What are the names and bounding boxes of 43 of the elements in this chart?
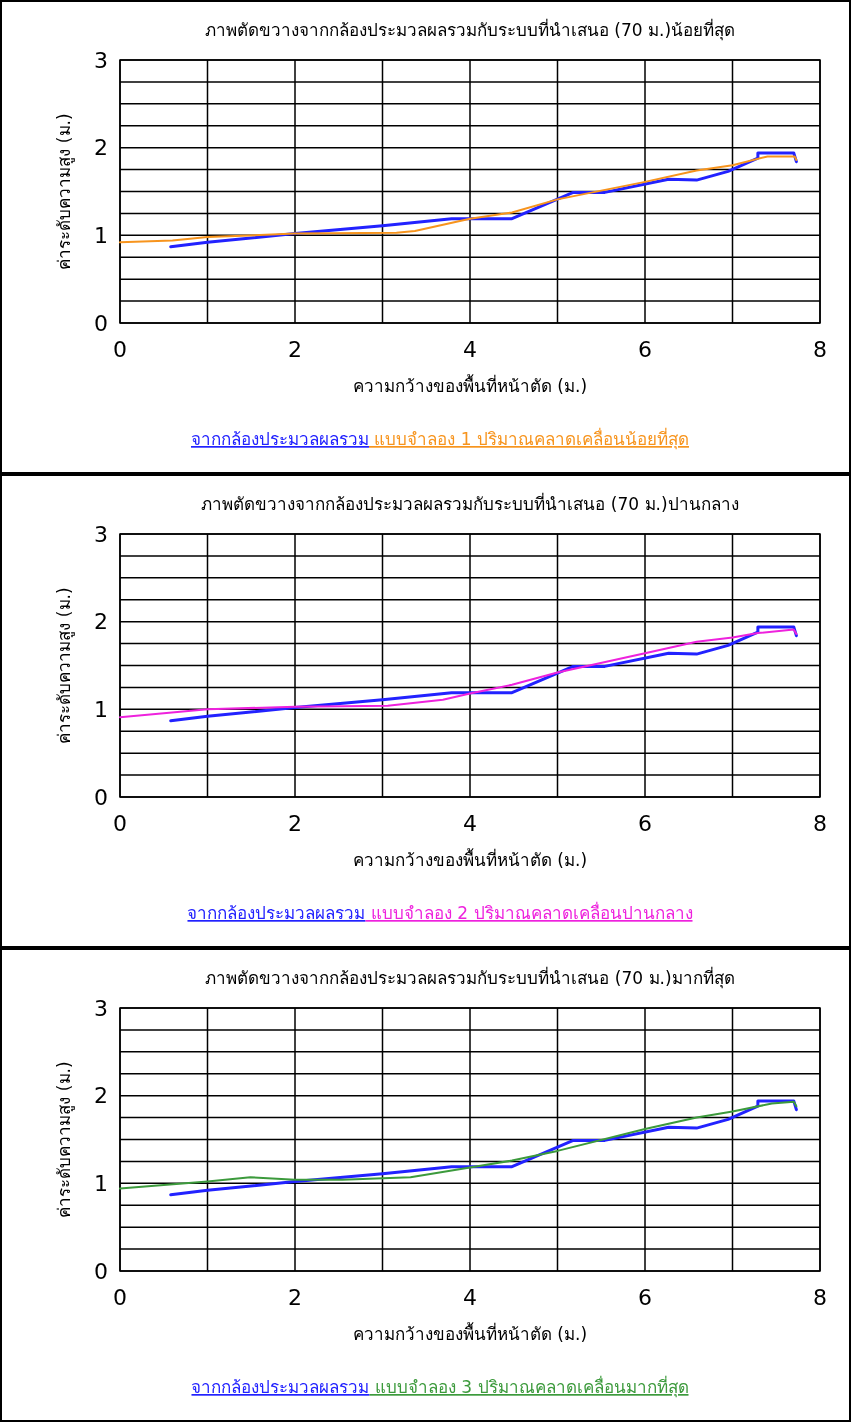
x-tick-label: 6 [638, 337, 652, 362]
y-tick-label: 3 [94, 995, 108, 1021]
x-tick-label: 8 [813, 337, 827, 362]
y-tick-label: 2 [94, 1083, 108, 1109]
y-tick-label: 1 [94, 1171, 108, 1197]
y-axis-title: ค่าระดับความสูง (ม.) [54, 113, 75, 270]
line-series [119, 155, 798, 244]
y-tick-label: 0 [94, 784, 108, 810]
x-tick-label: 8 [813, 811, 827, 836]
x-tick-label: 8 [813, 1285, 827, 1310]
x-axis-title: ความกว้างของพื้นที่หน้าตัด (ม.) [352, 848, 588, 870]
text: จากกล้องประมวลผลรวม [190, 429, 369, 449]
y-axis-title: ค่าระดับความสูง (ม.) [54, 1061, 75, 1218]
x-tick-label: 6 [638, 1285, 652, 1310]
x-tick-label: 0 [113, 1285, 127, 1310]
x-tick-label: 0 [113, 811, 127, 836]
text: แบบจำลอง 3 ปริมาณคลาดเคลื่อนมากที่สุด [369, 1375, 689, 1398]
x-axis-title: ความกว้างของพื้นที่หน้าตัด (ม.) [352, 374, 588, 396]
y-tick-label: 0 [94, 310, 108, 336]
x-tick-label: 4 [463, 1285, 477, 1310]
text: แบบจำลอง 2 ปริมาณคลาดเคลื่อนปานกลาง [365, 901, 693, 923]
text: จากกล้องประมวลผลรวม [191, 1377, 370, 1397]
chart-title: ภาพตัดขวางจากกล้องประมวลผลรวมกับระบบที่นำเสนอ (70 ม.)น้อยที่สุด [204, 18, 736, 41]
y-tick-label: 2 [94, 135, 108, 161]
y-tick-label: 1 [94, 697, 108, 723]
y-tick-label: 2 [94, 609, 108, 635]
chart-title: ภาพตัดขวางจากกล้องประมวลผลรวมกับระบบที่นำเสนอ (70 ม.)ปานกลาง [201, 492, 739, 514]
x-tick-label: 2 [288, 1285, 302, 1310]
y-axis-title: ค่าระดับความสูง (ม.) [54, 587, 75, 744]
text: จากกล้องประมวลผลรวม [187, 903, 366, 923]
chart-title: ภาพตัดขวางจากกล้องประมวลผลรวมกับระบบที่นำเสนอ (70 ม.)มากที่สุด [205, 966, 735, 989]
y-tick-label: 3 [94, 521, 108, 547]
text: แบบจำลอง 1 ปริมาณคลาดเคลื่อนน้อยที่สุด [368, 427, 690, 450]
y-tick-label: 1 [94, 223, 108, 249]
x-tick-label: 2 [288, 811, 302, 836]
x-tick-label: 6 [638, 811, 652, 836]
x-tick-label: 0 [113, 337, 127, 362]
x-tick-label: 4 [463, 337, 477, 362]
x-axis-title: ความกว้างของพื้นที่หน้าตัด (ม.) [352, 1322, 588, 1344]
x-tick-label: 2 [288, 337, 302, 362]
x-tick-label: 4 [463, 811, 477, 836]
y-tick-label: 0 [94, 1258, 108, 1284]
y-tick-label: 3 [94, 47, 108, 73]
